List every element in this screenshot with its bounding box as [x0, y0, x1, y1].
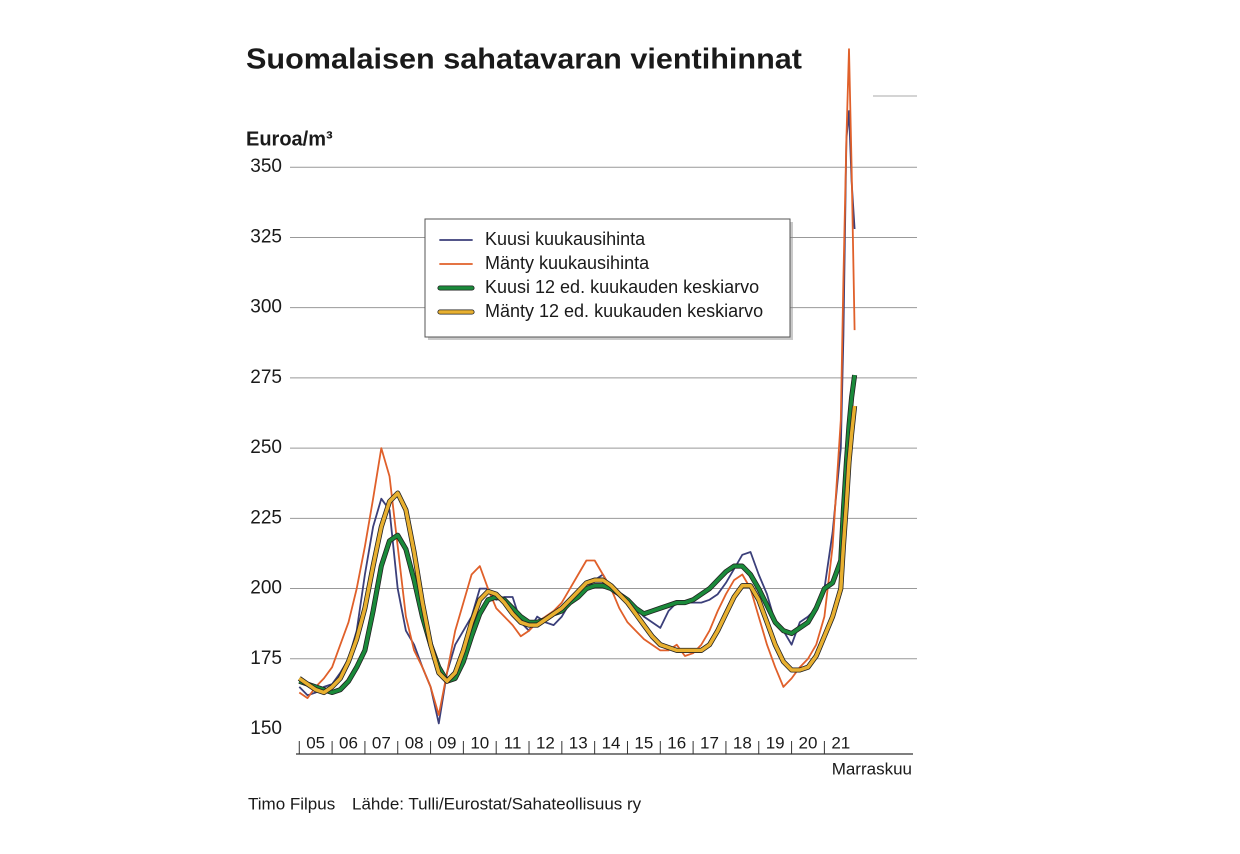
y-tick-label: 175 [250, 648, 282, 669]
y-tick-label: 275 [250, 367, 282, 388]
x-tick-label: 07 [372, 733, 391, 752]
legend-label: Kuusi 12 ed. kuukauden keskiarvo [485, 277, 759, 297]
series-outline [298, 374, 858, 696]
y-tick-label: 150 [250, 718, 282, 739]
y-tick-label: 200 [250, 578, 282, 599]
y-tick-label: 250 [250, 437, 282, 458]
x-tick-label: 19 [766, 733, 785, 752]
x-tick-label: 11 [504, 733, 522, 752]
x-tick-label: 21 [831, 733, 850, 752]
y-tick-label: 325 [250, 226, 282, 247]
plot-lines [297, 48, 858, 725]
legend: Kuusi kuukausihinta Mänty kuukausihinta Ku… [424, 218, 793, 340]
x-tick-label: 06 [339, 733, 358, 752]
x-tick-label: 13 [569, 733, 588, 752]
x-note: Marraskuu [832, 759, 912, 778]
series-line [298, 405, 857, 695]
legend-label: Kuusi kuukausihinta [485, 229, 646, 249]
x-tick-label: 05 [306, 733, 325, 752]
legend-label: Mänty 12 ed. kuukauden keskiarvo [485, 301, 763, 321]
x-tick-label: 08 [405, 733, 424, 752]
y-tick-label: 225 [250, 507, 282, 528]
series-outline [297, 405, 858, 696]
legend-label: Mänty kuukausihinta [485, 253, 650, 273]
y-axis-label: Euroa/m³ [246, 128, 333, 150]
x-tick-label: 17 [700, 733, 719, 752]
source: Lähde: Tulli/Eurostat/Sahateollisuus ry [352, 794, 642, 813]
x-tick-label: 12 [536, 733, 555, 752]
x-tick-label: 18 [733, 733, 752, 752]
chart-title: Suomalaisen sahatavaran vientihinnat [246, 44, 802, 76]
x-tick-label: 15 [634, 733, 653, 752]
y-tick-label: 300 [250, 297, 282, 318]
x-tick-label: 10 [470, 733, 489, 752]
x-tick-label: 20 [799, 733, 818, 752]
x-tick-label: 14 [602, 733, 621, 752]
y-tick-label: 350 [250, 156, 282, 177]
credit: Timo Filpus [248, 794, 335, 813]
x-tick-label: 09 [438, 733, 457, 752]
x-tick-label: 16 [667, 733, 686, 752]
legend-box [424, 218, 791, 338]
series-line [298, 374, 857, 695]
